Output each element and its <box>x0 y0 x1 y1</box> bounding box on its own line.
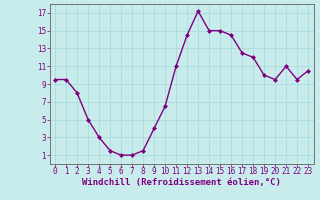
X-axis label: Windchill (Refroidissement éolien,°C): Windchill (Refroidissement éolien,°C) <box>82 178 281 187</box>
